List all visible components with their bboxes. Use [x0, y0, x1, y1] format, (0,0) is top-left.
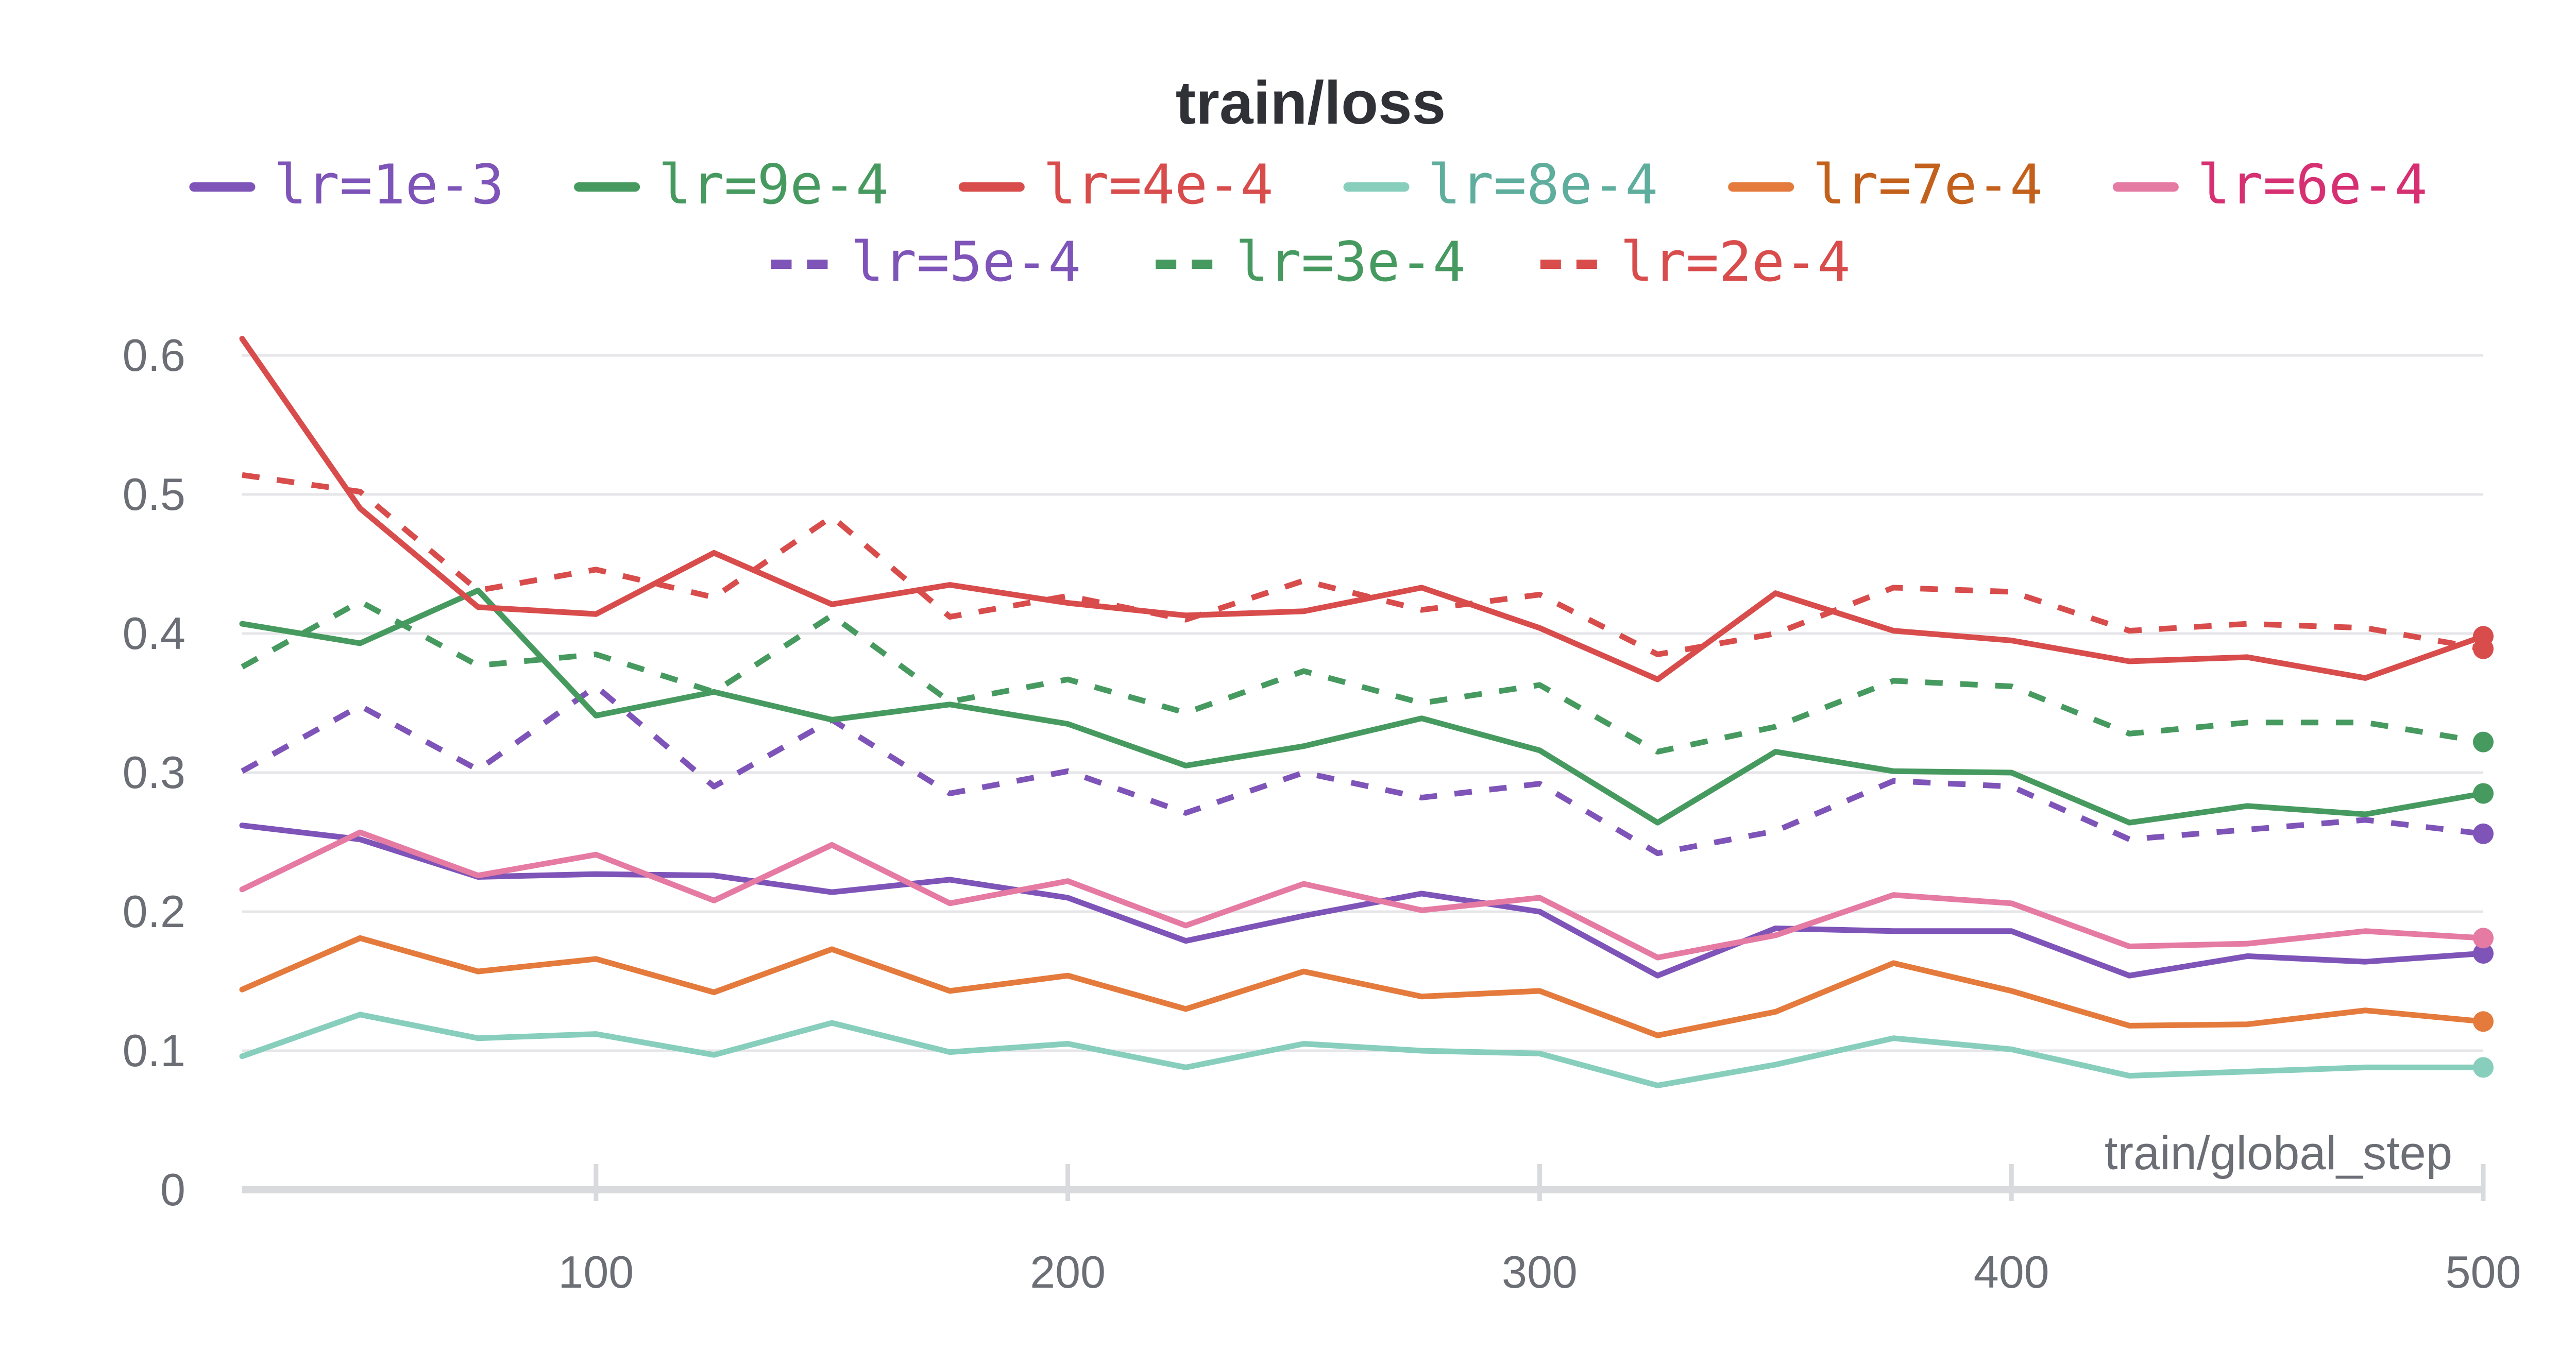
series-line — [239, 336, 2486, 682]
series-lr-9e-4 — [239, 587, 2494, 826]
series-lr-6e-4 — [239, 829, 2494, 961]
series-end-point — [2473, 928, 2494, 949]
series-line — [239, 823, 2486, 979]
legend-label: lr=9e-4 — [658, 153, 889, 216]
series-line — [242, 472, 2484, 657]
series-lr-7e-4 — [239, 935, 2494, 1038]
series-lr-5e-4 — [241, 683, 2494, 857]
series-lr-1e-3 — [239, 823, 2494, 979]
legend-label: lr=6e-4 — [2197, 153, 2428, 216]
legend-item[interactable]: lr=2e-4 — [1540, 230, 1851, 294]
legend: lr=1e-3 lr=9e-4 lr=4e-4 lr=8e-4 lr=7e-4 lr=6e… — [189, 153, 2428, 294]
series-line — [239, 587, 2486, 826]
series-end-point — [2473, 1011, 2494, 1032]
series-line — [239, 1012, 2486, 1088]
legend-item[interactable]: lr=1e-3 — [189, 153, 504, 216]
chart-title: train/loss — [1176, 69, 1446, 137]
y-tick-label: 0 — [160, 1164, 185, 1215]
series-end-point — [2473, 823, 2494, 844]
y-tick-label: 0.3 — [123, 747, 185, 798]
legend-item[interactable]: lr=5e-4 — [771, 230, 1081, 294]
y-tick-label: 0.5 — [123, 469, 185, 520]
legend-label: lr=2e-4 — [1620, 230, 1851, 294]
legend-item[interactable]: lr=3e-4 — [1156, 230, 1466, 294]
legend-label: lr=5e-4 — [851, 230, 1081, 294]
grid-lines — [242, 354, 2483, 1052]
legend-item[interactable]: lr=6e-4 — [2112, 153, 2428, 216]
series-lr-4e-4 — [239, 336, 2494, 682]
series-end-point — [2473, 731, 2494, 753]
x-tick-label: 200 — [1030, 1246, 1106, 1297]
legend-item[interactable]: lr=7e-4 — [1728, 153, 2043, 216]
series-line — [239, 829, 2486, 961]
series-layer — [239, 336, 2494, 1088]
series-line — [239, 935, 2486, 1038]
x-tick-label: 300 — [1502, 1246, 1578, 1297]
x-axis-label: train/global_step — [2105, 1127, 2452, 1179]
legend-label: lr=4e-4 — [1043, 153, 1274, 216]
legend-item[interactable]: lr=9e-4 — [574, 153, 889, 216]
series-lr-2e-4 — [242, 472, 2494, 659]
series-end-point — [2473, 626, 2494, 647]
x-tick-label: 100 — [558, 1246, 634, 1297]
y-tick-label: 0.1 — [123, 1025, 185, 1076]
legend-label: lr=1e-3 — [274, 153, 504, 216]
y-axis: 0 0.1 0.2 0.3 0.4 0.5 0.6 — [123, 330, 185, 1215]
series-lr-3e-4 — [241, 598, 2494, 755]
series-line — [241, 598, 2484, 755]
y-tick-label: 0.2 — [123, 886, 185, 937]
series-end-point — [2473, 783, 2494, 804]
series-end-point — [2473, 943, 2494, 964]
series-lr-8e-4 — [239, 1012, 2494, 1088]
legend-item[interactable]: lr=8e-4 — [1343, 153, 1658, 216]
legend-label: lr=8e-4 — [1428, 153, 1658, 216]
legend-item[interactable]: lr=4e-4 — [958, 153, 1274, 216]
legend-label: lr=3e-4 — [1235, 230, 1466, 294]
series-end-point — [2473, 1057, 2494, 1078]
series-line — [241, 683, 2484, 857]
x-tick-label: 400 — [1974, 1246, 2049, 1297]
y-tick-label: 0.4 — [123, 608, 185, 659]
y-tick-label: 0.6 — [123, 330, 185, 381]
x-tick-label: 500 — [2446, 1246, 2521, 1297]
x-axis: 100 200 300 400 500 — [242, 1164, 2521, 1297]
legend-label: lr=7e-4 — [1812, 153, 2043, 216]
